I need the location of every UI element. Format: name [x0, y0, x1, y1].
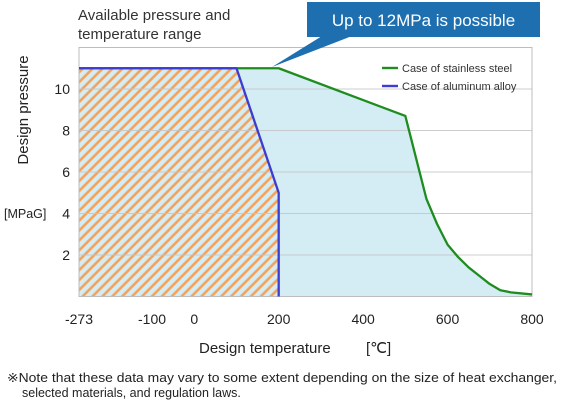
- legend: Case of stainless steel Case of aluminum…: [382, 63, 517, 93]
- x-axis-label: Design temperature: [199, 340, 331, 357]
- aluminum-alloy-line: [79, 67, 280, 297]
- callout: Up to 12MPa is possible: [272, 2, 540, 67]
- y-tick-label: 4: [62, 206, 70, 222]
- y-tick-label: 2: [62, 247, 70, 263]
- aluminum-alloy-area: [79, 68, 279, 297]
- footnote-line-2: selected materials, and regulation laws.: [22, 386, 241, 400]
- legend-label-stainless: Case of stainless steel: [402, 63, 512, 75]
- x-tick-label: 200: [267, 311, 291, 327]
- y-tick-label: 10: [54, 81, 70, 97]
- footnote-line-1: ※Note that these data may vary to some e…: [7, 371, 557, 385]
- stainless-steel-line: [79, 67, 533, 296]
- chart-title-line-2: temperature range: [78, 26, 201, 43]
- x-axis-unit: [℃]: [366, 340, 391, 357]
- x-tick-label: 0: [190, 311, 198, 327]
- callout-text: Up to 12MPa is possible: [332, 11, 515, 30]
- x-tick-label: 800: [520, 311, 544, 327]
- x-tick-label: 400: [351, 311, 375, 327]
- x-tick-label: -100: [138, 311, 166, 327]
- y-axis-label: Design pressure: [15, 55, 32, 164]
- callout-pointer: [272, 36, 352, 67]
- chart-title-line-1: Available pressure and: [78, 7, 230, 24]
- legend-label-aluminum: Case of aluminum alloy: [402, 81, 517, 93]
- y-axis-unit: [MPaG]: [4, 207, 46, 221]
- y-tick-label: 6: [62, 164, 70, 180]
- callout-box: [307, 2, 540, 37]
- x-tick-label: 600: [436, 311, 460, 327]
- plot-area: 2 4 6 8 10 -273 -100 0 200 400 600 800: [54, 47, 544, 327]
- y-tick-label: 8: [62, 123, 70, 139]
- x-tick-label: -273: [65, 311, 93, 327]
